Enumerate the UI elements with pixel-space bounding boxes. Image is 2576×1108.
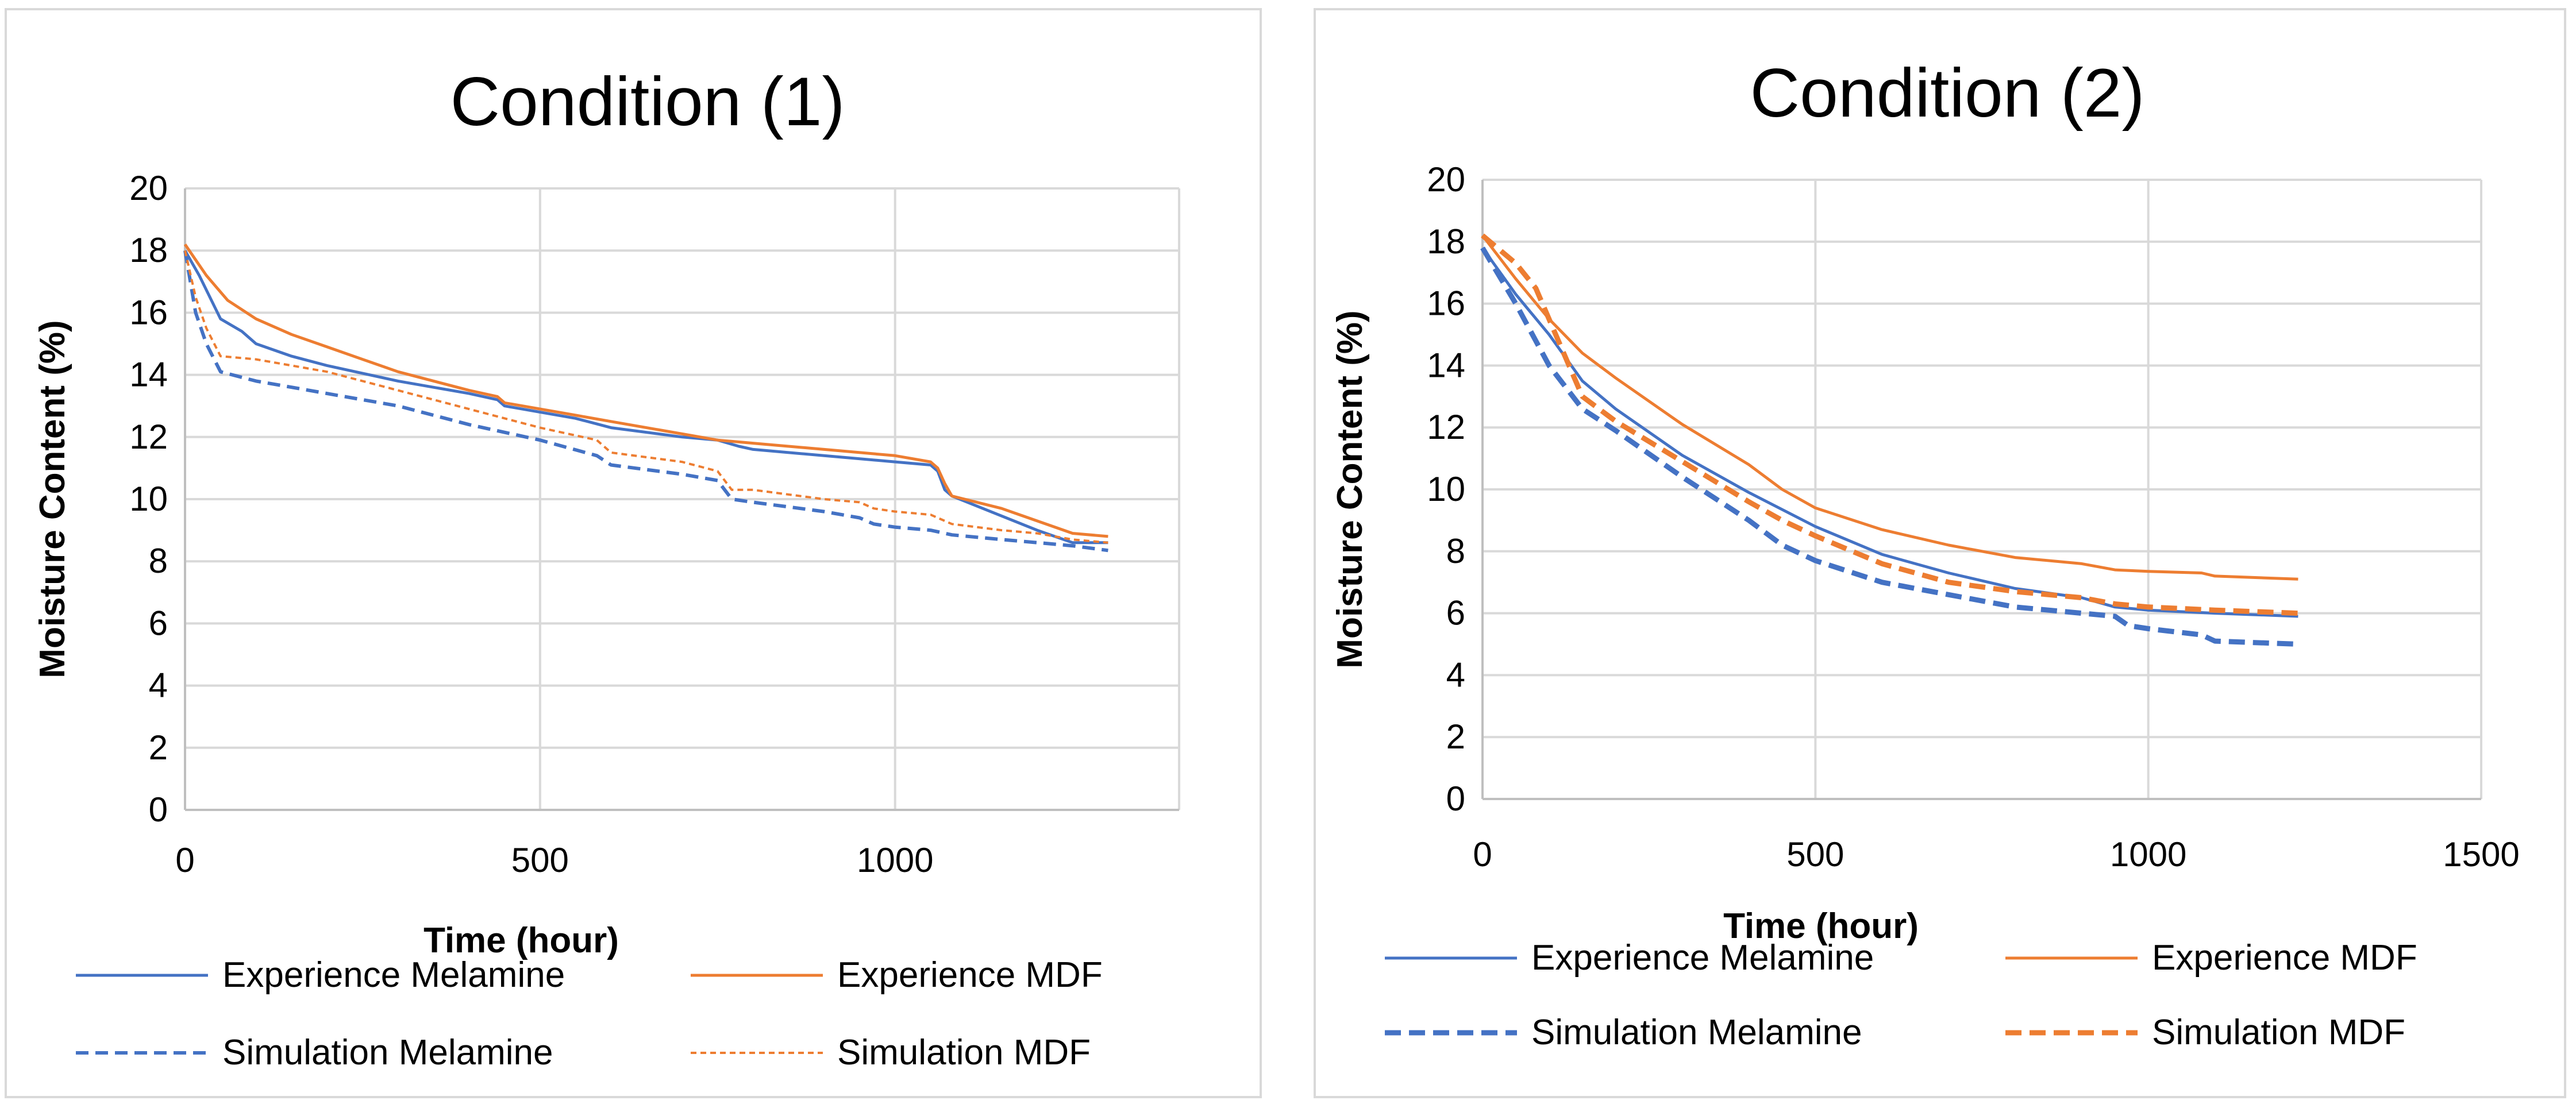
legend-label: Simulation MDF bbox=[837, 1033, 1091, 1072]
legend-label: Simulation MDF bbox=[2152, 1013, 2405, 1052]
x-tick-label: 1000 bbox=[857, 841, 933, 879]
chart-title: Condition (1) bbox=[450, 63, 845, 140]
series-line-experience-mdf bbox=[183, 243, 1108, 538]
y-tick-label: 12 bbox=[129, 418, 168, 456]
y-tick-label: 20 bbox=[1427, 160, 1465, 199]
y-tick-label: 8 bbox=[149, 542, 168, 580]
chart-title: Condition (2) bbox=[1750, 55, 2144, 132]
y-tick-label: 14 bbox=[1427, 346, 1465, 384]
y-tick-label: 10 bbox=[1427, 470, 1465, 508]
chart-panel-condition-2: Condition (2) 0 2 4 6 8 10 12 14 16 18 20 0 500 1000 15… bbox=[1314, 8, 2566, 1098]
series-line-simulation-mdf bbox=[184, 250, 1108, 544]
y-tick-label: 8 bbox=[1446, 532, 1465, 570]
x-tick-label: 0 bbox=[175, 841, 194, 879]
y-tick-label: 2 bbox=[149, 728, 168, 767]
y-tick-label: 20 bbox=[129, 169, 168, 207]
y-tick-label: 0 bbox=[149, 790, 168, 829]
x-tick-label: 1000 bbox=[2110, 835, 2186, 874]
legend-label: Simulation Melamine bbox=[1531, 1013, 1862, 1052]
y-tick-label: 16 bbox=[1427, 284, 1465, 323]
y-tick-label: 2 bbox=[1446, 717, 1465, 756]
legend-label: Experience Melamine bbox=[222, 955, 565, 995]
legend-label: Experience MDF bbox=[837, 955, 1103, 995]
chart-svg-condition-2: Condition (2) 0 2 4 6 8 10 12 14 16 18 20 0 500 1000 15… bbox=[1330, 55, 2520, 1052]
y-tick-label: 14 bbox=[129, 356, 168, 394]
x-tick-label: 1500 bbox=[2443, 835, 2519, 874]
series-line-experience-mdf bbox=[1481, 234, 2298, 581]
y-tick-label: 18 bbox=[129, 231, 168, 269]
chart-svg-condition-1: Condition (1) 0 2 4 6 8 10 12 14 16 18 20 0 500 1000 Ti… bbox=[33, 63, 1180, 1072]
y-tick-label: 16 bbox=[129, 293, 168, 331]
series-line-simulation-melamine bbox=[183, 250, 1108, 553]
y-tick-label: 4 bbox=[149, 666, 168, 705]
chart-panel-condition-1: Condition (1) 0 2 4 6 8 10 12 14 16 18 20 0 500 1000 Ti… bbox=[5, 8, 1262, 1098]
series-line-simulation-mdf bbox=[1481, 233, 2298, 616]
legend-label: Simulation Melamine bbox=[222, 1033, 553, 1072]
legend-label: Experience Melamine bbox=[1531, 938, 1874, 978]
y-tick-label: 4 bbox=[1446, 655, 1465, 694]
y-tick-label: 10 bbox=[129, 480, 168, 518]
y-tick-label: 6 bbox=[149, 604, 168, 642]
legend-label: Experience MDF bbox=[2152, 938, 2417, 978]
series-line-simulation-melamine bbox=[1480, 246, 2298, 647]
x-axis-label: Time (hour) bbox=[423, 921, 619, 960]
series-line-experience-melamine bbox=[183, 249, 1108, 545]
y-axis-label: Moisture Content (%) bbox=[1330, 310, 1370, 668]
x-tick-label: 500 bbox=[511, 841, 569, 879]
y-tick-label: 12 bbox=[1427, 408, 1465, 446]
x-axis-label: Time (hour) bbox=[1723, 906, 1919, 946]
y-tick-label: 6 bbox=[1446, 594, 1465, 632]
x-tick-label: 500 bbox=[1786, 835, 1844, 874]
y-tick-label: 18 bbox=[1427, 222, 1465, 261]
y-tick-label: 0 bbox=[1446, 779, 1465, 818]
x-tick-label: 0 bbox=[1473, 835, 1492, 874]
y-axis-label: Moisture Content (%) bbox=[33, 320, 72, 678]
